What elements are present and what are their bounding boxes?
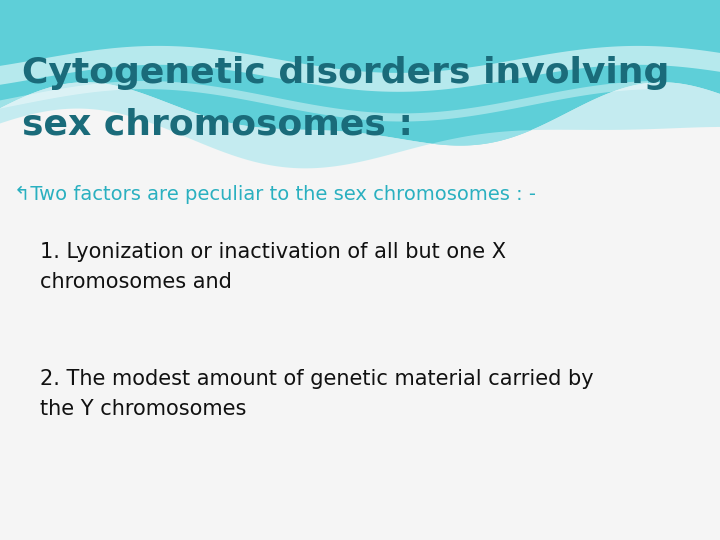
Polygon shape (0, 46, 720, 92)
Text: 2. The modest amount of genetic material carried by
the Y chromosomes: 2. The modest amount of genetic material… (40, 369, 593, 419)
Text: 1. Lyonization or inactivation of all but one X
chromosomes and: 1. Lyonization or inactivation of all bu… (40, 242, 505, 292)
Polygon shape (0, 82, 720, 168)
Polygon shape (0, 0, 720, 146)
Text: sex chromosomes :: sex chromosomes : (22, 107, 413, 141)
Text: Cytogenetic disorders involving: Cytogenetic disorders involving (22, 56, 669, 90)
Text: ↰Two factors are peculiar to the sex chromosomes : -: ↰Two factors are peculiar to the sex chr… (14, 185, 536, 204)
Polygon shape (0, 81, 648, 122)
